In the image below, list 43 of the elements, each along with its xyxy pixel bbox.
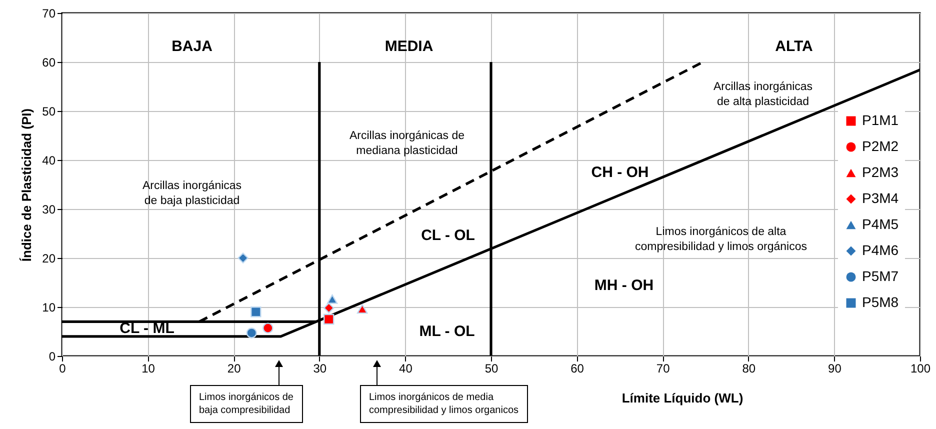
x-tick-label: 100 xyxy=(910,362,931,376)
x-tick-label: 30 xyxy=(313,362,327,376)
x-tick-label: 60 xyxy=(570,362,584,376)
y-tick-label: 0 xyxy=(48,350,56,364)
x-axis-title: Límite Líquido (WL) xyxy=(622,390,744,406)
x-tick-label: 10 xyxy=(142,362,156,376)
annotation: Arcillas inorgánicas de baja plasticidad xyxy=(142,180,242,207)
x-tick-label: 70 xyxy=(656,362,670,376)
annotation: BAJA xyxy=(172,38,213,55)
x-tick-label: 20 xyxy=(227,362,242,376)
y-tick-label: 10 xyxy=(42,300,56,314)
legend-label: P2M3 xyxy=(862,164,899,180)
annotation: CL - ML xyxy=(120,320,174,337)
legend-label: P4M6 xyxy=(862,242,899,258)
y-tick-label: 30 xyxy=(42,202,56,216)
y-tick-label: 50 xyxy=(42,104,56,118)
x-tick-label: 50 xyxy=(484,362,498,376)
annotation: MEDIA xyxy=(384,38,434,55)
legend-label: P4M5 xyxy=(862,216,899,232)
legend-label: P1M1 xyxy=(862,112,899,128)
annotation: ALTA xyxy=(775,38,814,55)
y-tick-label: 20 xyxy=(42,252,56,266)
annotation: Arcillas inorgánicas de alta plasticidad xyxy=(713,81,813,108)
annotation: CH - OH xyxy=(591,164,649,181)
x-tick-label: 0 xyxy=(59,362,66,376)
text: Limos inorgánicos de media compresibilidad y limos organicos xyxy=(360,385,528,423)
legend-label: P5M7 xyxy=(862,268,899,284)
legend-label: P3M4 xyxy=(862,190,899,206)
annotation: ML - OL xyxy=(419,323,475,340)
y-tick-label: 40 xyxy=(42,154,56,168)
annotation: Arcillas inorgánicas de mediana plasticidad xyxy=(349,130,465,157)
text: Limos inorgánicos de baja compresibilidad xyxy=(190,385,302,423)
x-tick-label: 90 xyxy=(828,362,842,376)
legend-label: P2M2 xyxy=(862,138,899,154)
annotation: Limos inorgánicos de alta compresibilidad y limos orgánicos xyxy=(635,226,808,253)
annotation: MH - OH xyxy=(594,277,654,294)
x-tick-label: 40 xyxy=(399,362,413,376)
x-tick-label: 80 xyxy=(742,362,756,376)
y-tick-label: 70 xyxy=(42,6,56,20)
annotation: CL - OL xyxy=(421,227,475,244)
y-axis-title: Índice de Plasticidad (PI) xyxy=(19,108,34,262)
legend-label: P5M8 xyxy=(862,294,899,310)
y-tick-label: 60 xyxy=(42,56,56,70)
